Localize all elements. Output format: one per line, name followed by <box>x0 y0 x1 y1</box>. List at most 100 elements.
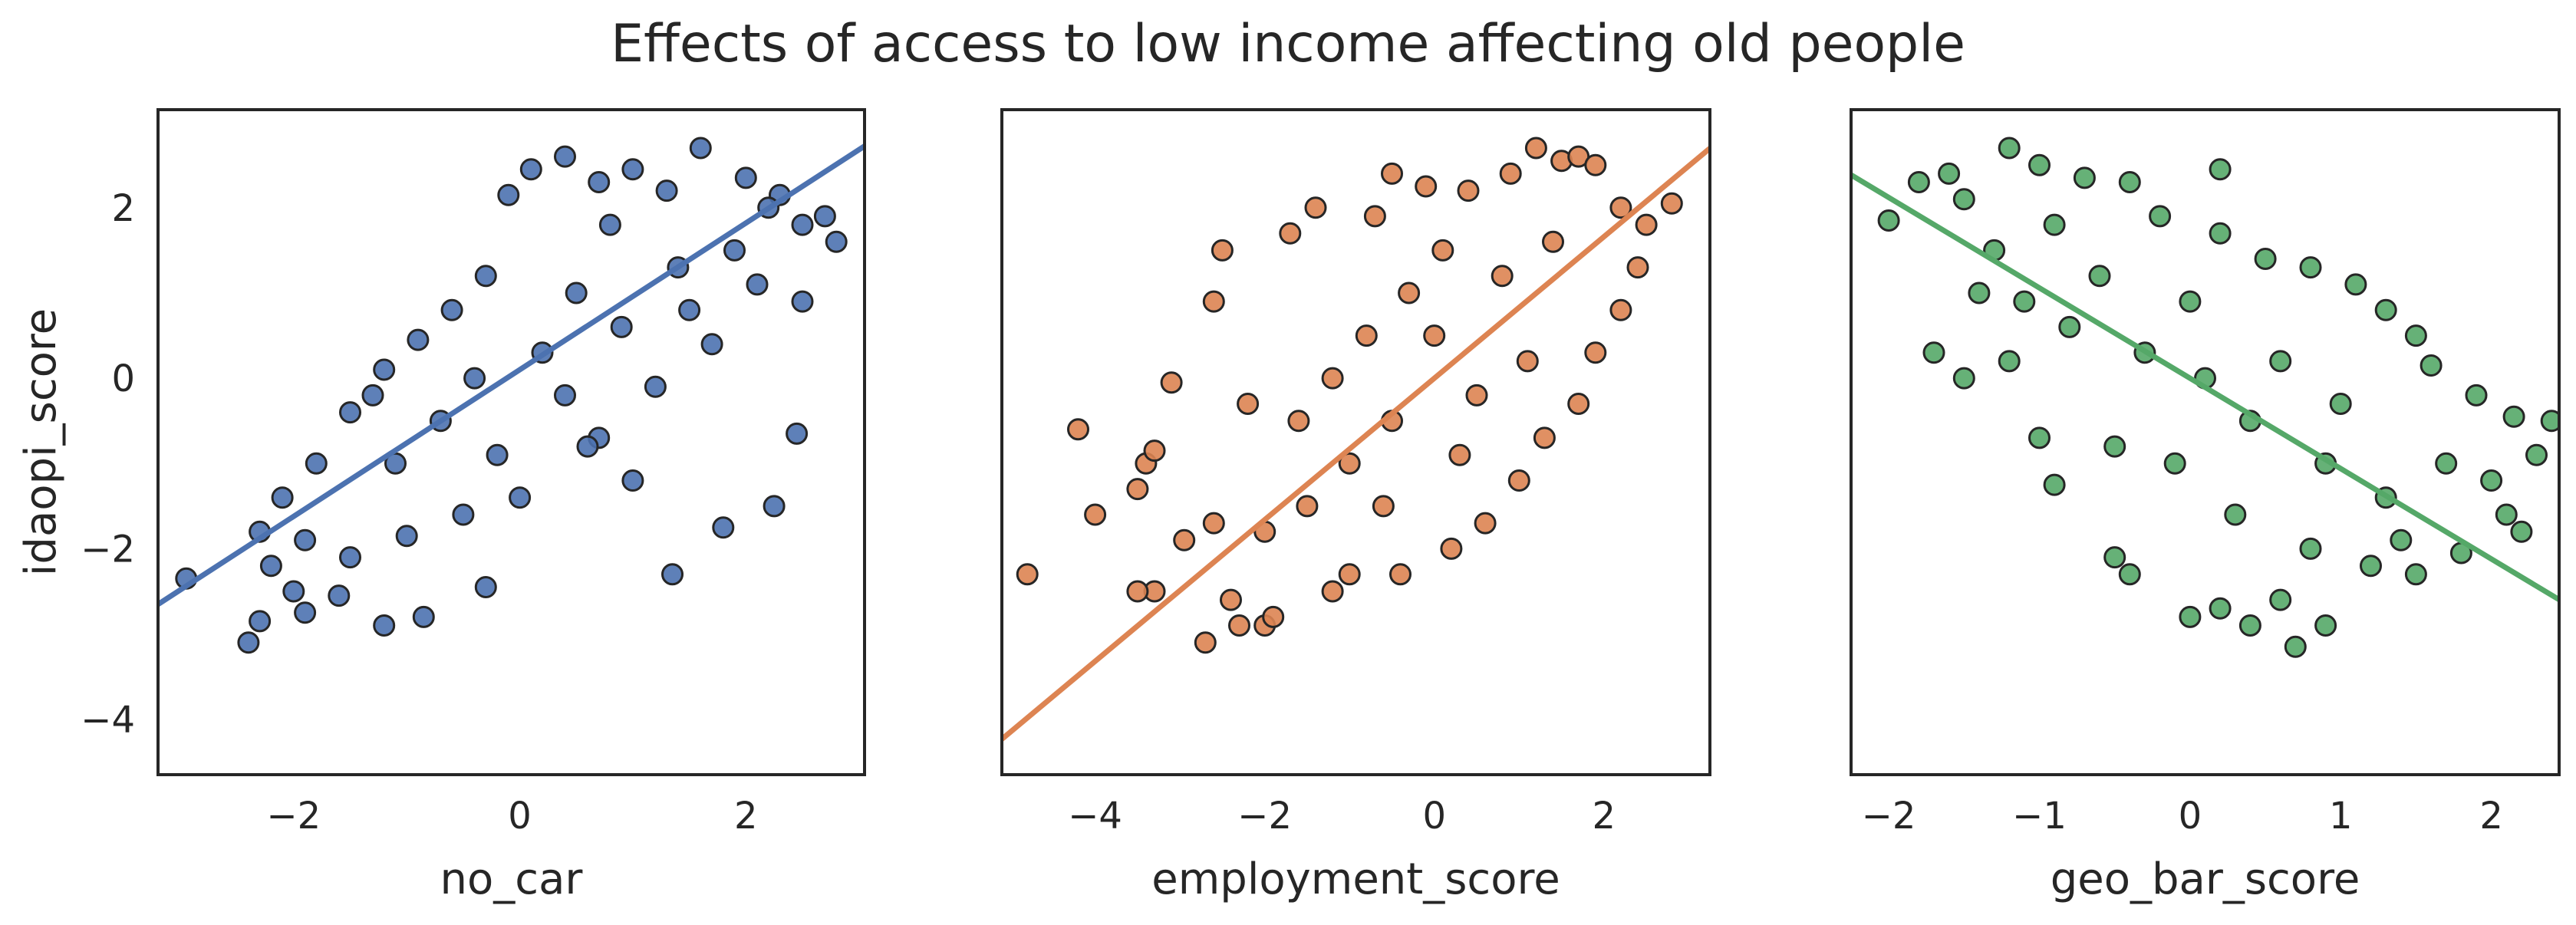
data-point <box>1465 383 1488 407</box>
x-tick-label: 0 <box>508 795 532 838</box>
data-point <box>339 401 361 424</box>
data-point <box>2028 153 2051 176</box>
panel-geo-bar: −2 −1 0 1 2 geo_bar_score <box>1850 108 2561 904</box>
data-point <box>1067 418 1089 441</box>
data-point <box>1609 298 1632 321</box>
data-point <box>1279 222 1302 245</box>
regression-line <box>1851 173 2559 602</box>
data-point <box>1998 137 2021 160</box>
data-point <box>1321 367 1344 390</box>
data-point <box>1173 528 1196 551</box>
data-point <box>2028 426 2051 449</box>
data-point <box>1143 439 1166 462</box>
data-point <box>1968 281 1991 304</box>
data-point <box>294 528 317 551</box>
data-point <box>576 435 599 458</box>
data-point <box>2073 166 2096 189</box>
x-tick-label: −2 <box>1862 795 1916 838</box>
data-point <box>249 610 272 633</box>
data-point <box>763 495 786 518</box>
data-point <box>2480 469 2503 492</box>
data-point <box>2269 588 2292 611</box>
x-tick-label: 2 <box>1593 795 1616 838</box>
data-point <box>2374 298 2397 321</box>
data-point <box>1355 324 1378 347</box>
data-point <box>1363 205 1386 228</box>
data-point <box>395 525 418 548</box>
data-point <box>1567 393 1590 415</box>
data-point <box>2043 473 2066 496</box>
data-point <box>407 328 430 351</box>
data-point <box>1938 162 1961 185</box>
data-point <box>746 273 769 296</box>
data-point <box>1262 605 1285 628</box>
y-tick-label: 0 <box>111 357 135 400</box>
data-point <box>2360 555 2382 578</box>
data-point <box>1202 512 1225 535</box>
y-tick-label: 2 <box>111 187 135 230</box>
data-point <box>2103 435 2126 458</box>
scatter-panels: −2 0 2 −4 −2 0 2 no_car idaopi_score −4 −2 0 2 employ… <box>16 108 2561 904</box>
data-point <box>2540 410 2559 433</box>
data-point <box>1016 563 1039 586</box>
data-point <box>2103 546 2126 569</box>
data-point <box>661 563 684 586</box>
data-point <box>2510 520 2533 543</box>
data-point <box>1220 588 1242 611</box>
data-point <box>373 358 396 381</box>
data-point <box>497 183 520 206</box>
data-point <box>1440 537 1463 560</box>
data-point <box>1194 631 1217 654</box>
data-point <box>588 171 611 193</box>
data-point <box>1372 495 1395 518</box>
data-point <box>2088 265 2111 288</box>
data-point <box>2118 171 2141 193</box>
x-tick-label: 1 <box>2329 795 2353 838</box>
data-point <box>271 486 294 509</box>
data-point <box>786 422 809 445</box>
x-tick-label: −2 <box>266 795 321 838</box>
data-point <box>2502 405 2525 428</box>
data-point <box>2525 443 2548 466</box>
data-point <box>791 290 814 313</box>
data-point <box>2420 354 2443 377</box>
data-point <box>452 503 475 526</box>
data-point <box>282 580 305 603</box>
x-axis-label: geo_bar_score <box>2051 854 2360 904</box>
data-point <box>1491 265 1514 288</box>
regression-line <box>1002 146 1710 742</box>
data-point <box>689 137 712 160</box>
data-point <box>565 281 588 304</box>
data-point <box>1609 196 1632 219</box>
data-point <box>1381 162 1403 185</box>
data-point <box>440 298 463 321</box>
data-point <box>2209 158 2232 181</box>
data-point <box>1304 196 1327 219</box>
data-point <box>259 555 282 578</box>
data-point <box>509 486 532 509</box>
data-point <box>2404 563 2427 586</box>
data-point <box>2404 324 2427 347</box>
data-point <box>2299 537 2322 560</box>
data-point <box>1338 563 1361 586</box>
y-axis-label: idaopi_score <box>16 308 66 576</box>
data-point <box>361 383 384 407</box>
data-point <box>700 333 723 356</box>
y-tick-label: −4 <box>81 699 135 742</box>
data-point <box>1533 426 1556 449</box>
data-point <box>1321 580 1344 603</box>
data-point <box>2344 273 2367 296</box>
data-point <box>1584 341 1607 364</box>
data-point <box>1457 179 1480 202</box>
data-point <box>1516 350 1539 373</box>
data-point <box>1423 324 1446 347</box>
data-point <box>1507 469 1530 492</box>
points-geo-bar <box>1877 137 2559 658</box>
data-point <box>237 631 260 654</box>
data-point <box>519 158 542 181</box>
data-point <box>1202 290 1225 313</box>
x-axis-label: employment_score <box>1151 854 1560 904</box>
plot-frame <box>1000 108 1711 776</box>
data-point <box>2118 563 2141 586</box>
